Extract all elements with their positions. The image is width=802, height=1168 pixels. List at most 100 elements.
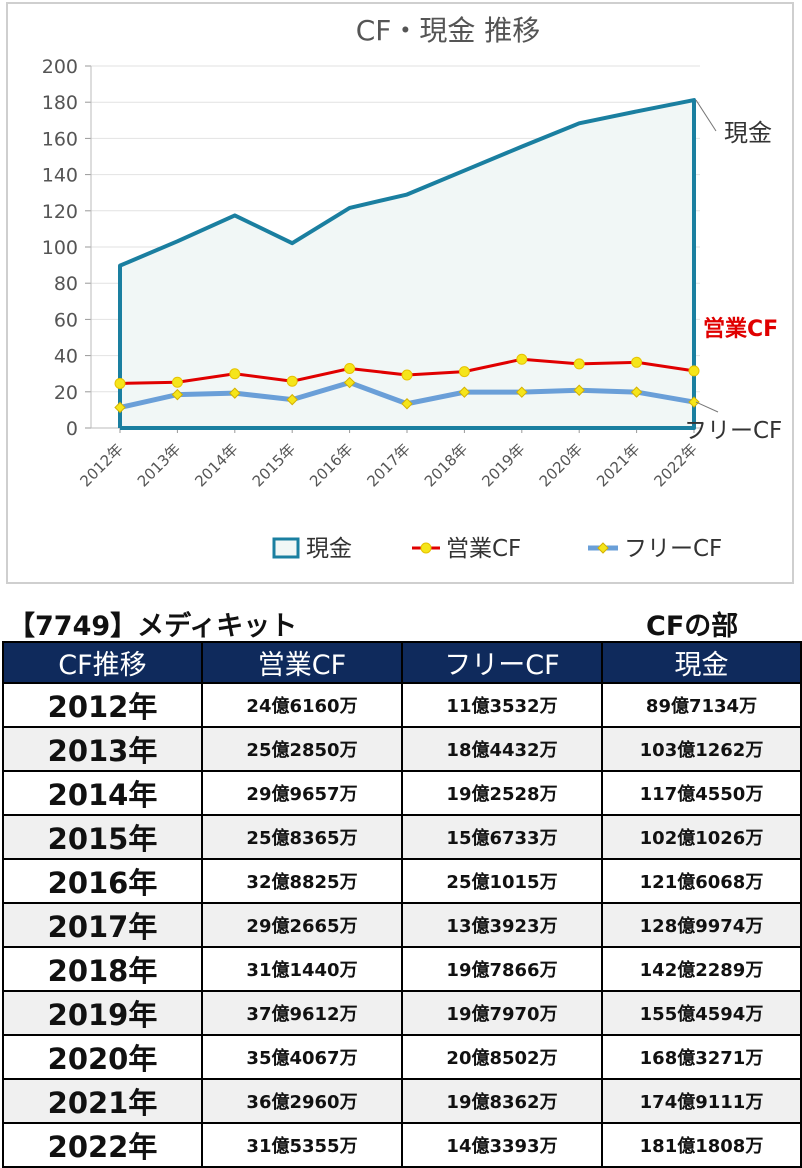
operating-cf-cell: 29億2665万: [201, 902, 403, 948]
year-cell: 2013年: [2, 726, 203, 772]
operating-cf-point: [286, 375, 298, 387]
y-tick-label: 20: [54, 382, 78, 404]
header-cash: 現金: [601, 641, 802, 684]
cash-cell: 128億9974万: [601, 902, 802, 948]
table-row: 2018年 31億1440万 19億7866万 142億2289万: [2, 946, 802, 992]
x-tick-label: 2016年: [306, 440, 356, 490]
cash-leader-line: [695, 99, 717, 132]
year-cell: 2017年: [2, 902, 203, 948]
cash-cell: 174億9111万: [601, 1078, 802, 1124]
free-cf-cell: 14億3393万: [401, 1122, 603, 1168]
x-tick-label: 2017年: [363, 440, 413, 490]
operating-cf-point: [344, 362, 356, 374]
table-row: 2016年 32億8825万 25億1015万 121億6068万: [2, 858, 802, 904]
cash-cell: 121億6068万: [601, 858, 802, 904]
x-tick-label: 2019年: [478, 440, 528, 490]
header-free-cf: フリーCF: [401, 641, 603, 684]
free-cf-leader-line: [695, 401, 719, 413]
x-tick-label: 2021年: [593, 440, 643, 490]
free-cf-cell: 19億2528万: [401, 770, 603, 816]
free-cf-cell: 18億4432万: [401, 726, 603, 772]
operating-cf-point: [114, 377, 126, 389]
cash-cell: 117億4550万: [601, 770, 802, 816]
operating-cf-cell: 31億5355万: [201, 1122, 403, 1168]
operating-cf-cell: 32億8825万: [201, 858, 403, 904]
x-tick-label: 2022年: [650, 440, 700, 490]
free-cf-point: [458, 386, 471, 398]
year-cell: 2016年: [2, 858, 203, 904]
chart-title: CF・現金 推移: [356, 14, 541, 47]
header-operating-cf: 営業CF: [201, 641, 403, 684]
free-cf-point: [114, 401, 126, 414]
y-tick-label: 80: [54, 273, 78, 295]
free-cf-cell: 15億6733万: [401, 814, 603, 860]
year-cell: 2022年: [2, 1122, 203, 1168]
operating-cf-point: [229, 368, 241, 380]
table-row: 2013年 25億2850万 18億4432万 103億1262万: [2, 726, 802, 772]
free-cf-point: [401, 398, 413, 410]
table-title-row: 【7749】メディキット CFの部: [0, 604, 802, 642]
free-cf-point: [630, 386, 643, 398]
table-row: 2022年 31億5355万 14億3393万 181億1808万: [2, 1122, 802, 1168]
year-cell: 2021年: [2, 1078, 203, 1124]
section-title: CFの部: [646, 611, 739, 642]
free-cf-point: [171, 388, 184, 401]
operating-cf-end-label: 営業CF: [703, 316, 778, 342]
table-row: 2015年 25億8365万 15億6733万 102億1026万: [2, 814, 802, 860]
cash-cell: 155億4594万: [601, 990, 802, 1036]
operating-cf-cell: 25億2850万: [201, 726, 403, 772]
legend-cash-label: 現金: [306, 536, 352, 562]
chart-svg: CF・現金 推移 0 20 40 60 80 100 120 140 160 180 200 2012年…: [42, 14, 783, 562]
operating-cf-point: [401, 369, 413, 381]
table-row: 2012年 24億6160万 11億3532万 89億7134万: [2, 682, 802, 728]
operating-cf-cell: 36億2960万: [201, 1078, 403, 1124]
cf-table: CF推移 営業CF フリーCF 現金 2012年 24億6160万 11億3532万…: [2, 641, 802, 1168]
legend-cash-swatch: [272, 537, 300, 559]
x-tick-label: 2012年: [76, 440, 126, 490]
year-cell: 2018年: [2, 946, 203, 992]
y-tick-label: 60: [54, 309, 78, 331]
table-header-row: CF推移 営業CF フリーCF 現金: [2, 641, 802, 684]
free-cf-point: [229, 387, 241, 399]
x-tick-label: 2020年: [536, 440, 586, 490]
table-body: 2012年 24億6160万 11億3532万 89億7134万 2013年 25億285…: [2, 682, 802, 1168]
y-tick-label: 180: [42, 92, 78, 114]
free-cf-cell: 20億8502万: [401, 1034, 603, 1080]
x-tick-label: 2013年: [134, 440, 184, 490]
y-tick-label: 140: [42, 165, 78, 187]
table-row: 2017年 29億2665万 13億3923万 128億9974万: [2, 902, 802, 948]
operating-cf-cell: 29億9657万: [201, 770, 403, 816]
operating-cf-cell: 25億8365万: [201, 814, 403, 860]
company-title: 【7749】メディキット: [8, 611, 298, 642]
y-tick-label: 0: [66, 418, 78, 440]
free-cf-point: [286, 393, 298, 406]
year-cell: 2020年: [2, 1034, 203, 1080]
operating-cf-cell: 35億4067万: [201, 1034, 403, 1080]
legend-free-cf-marker: [597, 542, 609, 554]
free-cf-end-label: フリーCF: [684, 418, 782, 444]
cash-cell: 181億1808万: [601, 1122, 802, 1168]
free-cf-point: [343, 376, 356, 389]
free-cf-point: [688, 396, 700, 408]
legend-operating-cf-label: 営業CF: [446, 536, 521, 562]
legend-operating-cf-marker: [420, 542, 432, 554]
table-row: 2021年 36億2960万 19億8362万 174億9111万: [2, 1078, 802, 1124]
header-cf-trend: CF推移: [2, 641, 203, 684]
cash-end-label: 現金: [724, 119, 772, 147]
operating-cf-cell: 37億9612万: [201, 990, 403, 1036]
y-tick-label: 40: [54, 346, 78, 368]
cash-cell: 102億1026万: [601, 814, 802, 860]
y-tick-label: 200: [42, 56, 78, 78]
table-row: 2020年 35億4067万 20億8502万 168億3271万: [2, 1034, 802, 1080]
table-row: 2019年 37億9612万 19億7970万 155億4594万: [2, 990, 802, 1036]
cash-cell: 142億2289万: [601, 946, 802, 992]
cash-cell: 168億3271万: [601, 1034, 802, 1080]
cash-area: [120, 100, 694, 429]
cash-line: [118, 98, 696, 430]
operating-cf-point: [573, 358, 585, 370]
legend-free-cf-label: フリーCF: [624, 536, 722, 562]
cash-cell: 89億7134万: [601, 682, 802, 728]
operating-cf-point: [516, 353, 528, 365]
year-cell: 2014年: [2, 770, 203, 816]
free-cf-cell: 25億1015万: [401, 858, 603, 904]
